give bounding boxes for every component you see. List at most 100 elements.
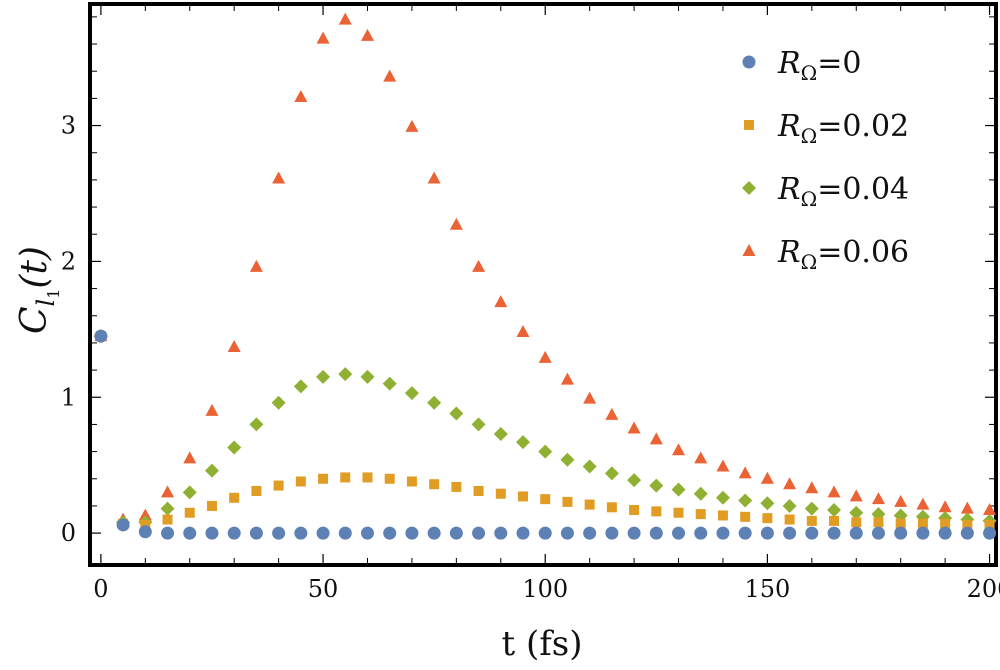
data-point-triangle (449, 217, 463, 230)
data-point-triangle (716, 459, 730, 472)
data-point-square (384, 473, 395, 484)
data-point-square (495, 488, 506, 499)
y-axis-title-sub: l (32, 299, 60, 307)
data-point-diamond (493, 426, 508, 441)
data-point-triangle (205, 403, 219, 416)
data-point-triangle (583, 391, 597, 404)
y-tick-label: 3 (61, 112, 76, 140)
data-point-triangle (605, 407, 619, 420)
data-point-diamond (227, 440, 242, 455)
data-point-triangle (360, 28, 374, 41)
data-point-diamond (804, 501, 819, 516)
data-point-triangle (960, 501, 974, 514)
data-point-triangle (849, 489, 863, 502)
y-axis-title-arg: (t) (14, 246, 55, 289)
x-tick-label: 50 (308, 575, 339, 603)
data-point-square (917, 518, 928, 529)
data-point-diamond (360, 369, 375, 384)
data-point-diamond (560, 452, 575, 467)
data-point-triangle (538, 350, 552, 363)
data-point-triangle (738, 466, 752, 479)
data-point-diamond (338, 367, 353, 382)
data-point-triangle (783, 477, 797, 490)
data-point-circle (294, 526, 308, 540)
data-point-diamond (538, 444, 553, 459)
data-points (93, 12, 997, 540)
data-point-circle (627, 526, 641, 540)
data-point-circle (427, 526, 441, 540)
data-point-circle (694, 526, 708, 540)
data-point-circle (538, 526, 552, 540)
data-point-triangle (249, 259, 263, 272)
data-point-diamond (715, 490, 730, 505)
data-point-circle (849, 526, 863, 540)
data-point-square (695, 509, 706, 520)
data-point-circle (583, 526, 597, 540)
data-point-diamond (404, 386, 419, 401)
legend-label: RΩ=0 (777, 46, 861, 85)
x-tick-label: 200 (967, 575, 1000, 603)
data-point-diamond (671, 482, 686, 497)
data-point-square (184, 507, 195, 518)
data-point-triangle (627, 421, 641, 434)
data-point-square (873, 517, 884, 528)
data-point-square (362, 472, 373, 483)
data-point-triangle (138, 508, 152, 521)
data-point-circle (272, 526, 286, 540)
data-point-circle (227, 526, 241, 540)
data-point-square (895, 518, 906, 529)
data-point-square (429, 479, 440, 490)
data-point-circle (516, 526, 530, 540)
data-point-triangle (894, 494, 908, 507)
y-tick-label: 1 (61, 383, 76, 411)
data-point-triangle (805, 481, 819, 494)
axis-ticks: 0 50 100 150 200 0 1 2 3 (61, 6, 1000, 603)
data-point-diamond (204, 463, 219, 478)
y-axis-title: Cl1(t) (14, 246, 63, 334)
data-point-square (984, 519, 995, 530)
data-point-triangle (472, 259, 486, 272)
data-point-square (673, 507, 684, 518)
data-point-circle (738, 526, 752, 540)
data-point-circle (716, 526, 730, 540)
data-point-circle (449, 526, 463, 540)
data-point-diamond (760, 496, 775, 511)
plot-frame (88, 2, 998, 567)
data-point-triangle (983, 503, 997, 516)
data-point-circle (360, 526, 374, 540)
data-point-circle (960, 526, 974, 540)
data-point-circle (161, 526, 175, 540)
data-point-triangle (827, 485, 841, 498)
data-point-circle (916, 526, 930, 540)
data-point-square (940, 518, 951, 529)
x-axis-title: t (fs) (501, 624, 582, 664)
data-point-square (806, 515, 817, 526)
data-point-circle (405, 526, 419, 540)
data-point-circle (249, 526, 263, 540)
data-point-triangle (938, 500, 952, 513)
data-point-circle (183, 526, 197, 540)
data-point-triangle (560, 372, 574, 385)
data-point-diamond (449, 406, 464, 421)
data-point-diamond (604, 466, 619, 481)
data-point-diamond (738, 493, 753, 508)
data-point-square (962, 519, 973, 530)
data-point-triangle (161, 485, 175, 498)
data-point-circle (649, 526, 663, 540)
data-point-diamond (582, 459, 597, 474)
data-point-diamond (782, 498, 797, 513)
data-point-triangle (672, 443, 686, 456)
data-point-square (784, 514, 795, 525)
data-point-diamond (382, 376, 397, 391)
data-point-square (318, 473, 329, 484)
data-point-triangle (405, 119, 419, 132)
data-point-circle (205, 526, 219, 540)
data-point-diamond (649, 478, 664, 493)
data-point-diamond (849, 505, 864, 520)
data-point-square (162, 514, 173, 525)
data-point-triangle (427, 171, 441, 184)
data-point-diamond (427, 395, 442, 410)
data-point-square (140, 519, 151, 530)
data-point-triangle (494, 295, 508, 308)
